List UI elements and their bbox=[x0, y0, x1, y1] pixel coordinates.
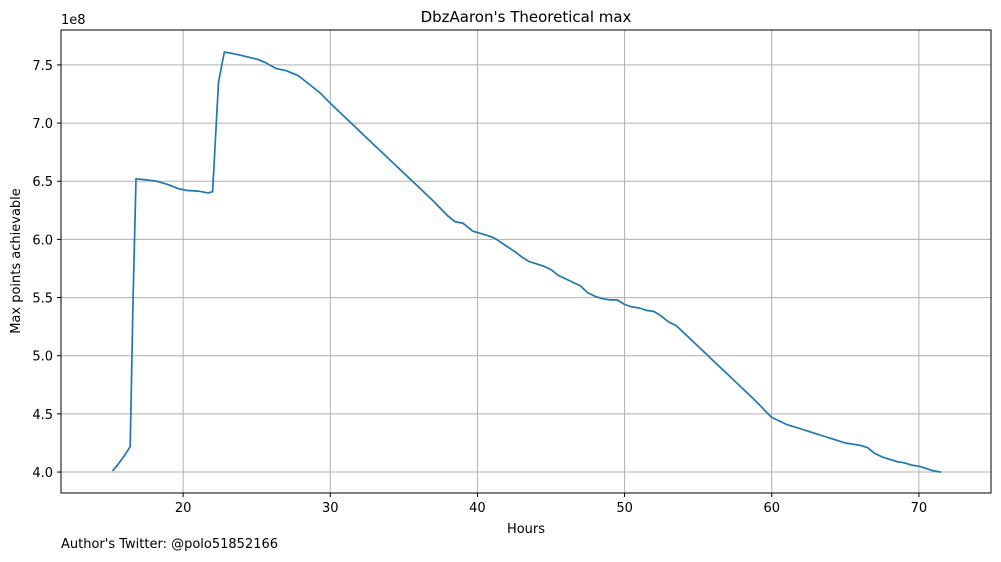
axis-ticks: 20 30 40 50 60 70 4.0 4.5 5.0 5.5 6.0 6.5 7.0 7.5 bbox=[32, 59, 927, 516]
x-tick-label: 50 bbox=[616, 501, 633, 516]
series-line bbox=[111, 51, 942, 473]
x-tick-label: 40 bbox=[469, 501, 486, 516]
x-tick-label: 20 bbox=[175, 501, 192, 516]
x-tick-label: 30 bbox=[322, 501, 339, 516]
y-tick-label: 7.5 bbox=[32, 59, 53, 74]
y-tick-label: 5.5 bbox=[32, 292, 53, 307]
x-tick-label: 70 bbox=[911, 501, 928, 516]
y-tick-label: 6.0 bbox=[32, 233, 53, 248]
y-axis-label: Max points achievable bbox=[9, 188, 24, 334]
y-tick-label: 5.0 bbox=[32, 350, 53, 365]
x-axis-label: Hours bbox=[507, 522, 545, 537]
y-tick-label: 4.0 bbox=[32, 466, 53, 481]
y-tick-label: 6.5 bbox=[32, 175, 53, 190]
grid bbox=[61, 30, 991, 493]
x-tick-label: 60 bbox=[763, 501, 780, 516]
y-tick-label: 4.5 bbox=[32, 408, 53, 423]
y-tick-label: 7.0 bbox=[32, 117, 53, 132]
plot-frame bbox=[60, 29, 992, 494]
chart-title: DbzAaron's Theoretical max bbox=[421, 8, 632, 26]
series-layer bbox=[111, 51, 942, 473]
y-offset-label: 1e8 bbox=[61, 13, 86, 28]
author-note: Author's Twitter: @polo51852166 bbox=[61, 537, 279, 552]
